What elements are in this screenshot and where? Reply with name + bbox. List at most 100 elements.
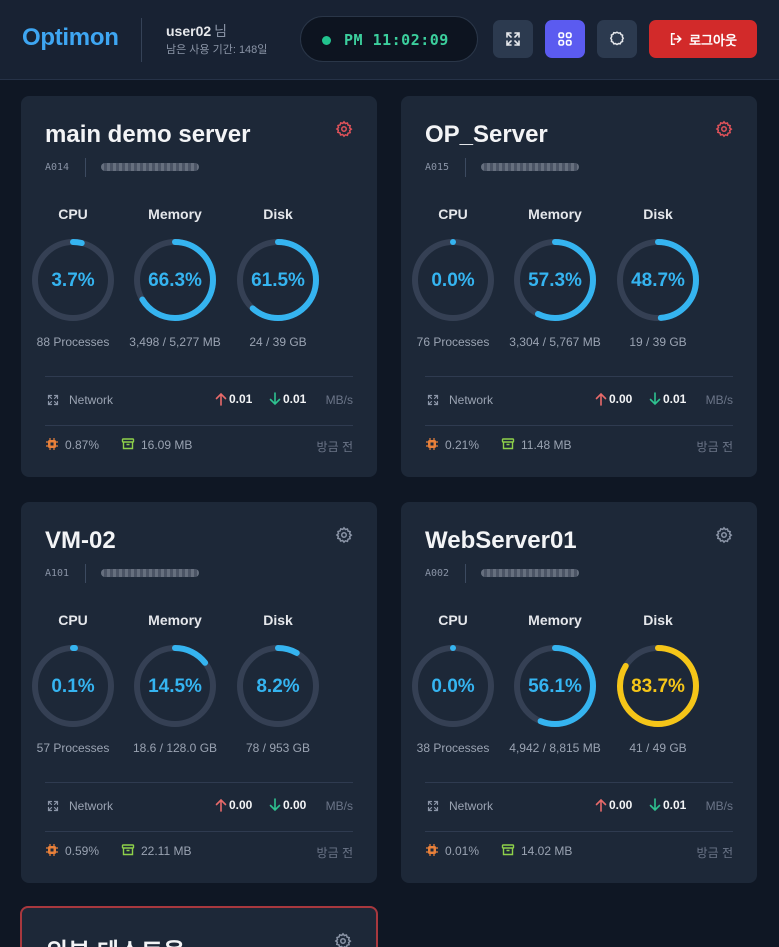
app-logo[interactable]: Optimon xyxy=(22,24,119,51)
network-upload: 0.00 xyxy=(595,798,632,812)
arrow-up-icon xyxy=(215,798,227,812)
header-divider xyxy=(141,18,142,62)
fullscreen-button[interactable] xyxy=(493,20,533,58)
memory-label: Memory xyxy=(148,206,202,222)
agent-cpu: 0.21% xyxy=(445,438,480,452)
arrow-down-icon xyxy=(269,392,281,406)
gear-icon[interactable] xyxy=(715,526,733,544)
server-code: A015 xyxy=(425,162,450,173)
memory-icon xyxy=(501,844,515,856)
cpu-percent: 3.7% xyxy=(51,270,95,291)
agent-memory: 14.02 MB xyxy=(521,844,573,858)
divider xyxy=(45,425,353,426)
network-download: 0.00 xyxy=(269,798,306,812)
last-updated: 방금 전 xyxy=(316,846,353,860)
server-card[interactable]: main demo server A014 CPU 3.7% 88 Processes M… xyxy=(21,96,377,477)
divider xyxy=(45,831,353,832)
disk-detail: 78 / 953 GB xyxy=(245,741,311,755)
redacted-address xyxy=(101,569,199,577)
cpu-label: CPU xyxy=(438,206,468,222)
memory-detail: 18.6 / 128.0 GB xyxy=(132,741,218,755)
arrow-up-icon xyxy=(595,798,607,812)
server-name: VM-02 xyxy=(45,527,116,554)
network-icon xyxy=(427,800,439,812)
disk-metric: Disk 8.2% 78 / 953 GB xyxy=(223,612,333,755)
gear-icon xyxy=(609,31,625,46)
memory-icon xyxy=(121,844,135,856)
agent-cpu: 0.01% xyxy=(445,844,480,858)
cpu-gauge xyxy=(32,239,114,321)
grid-view-button[interactable] xyxy=(545,20,585,58)
disk-label: Disk xyxy=(263,612,293,628)
disk-percent: 61.5% xyxy=(251,270,305,291)
cpu-detail: 57 Processes xyxy=(36,741,110,755)
memory-metric: Memory 66.3% 3,498 / 5,277 MB xyxy=(120,206,230,349)
settings-button[interactable] xyxy=(597,20,637,58)
last-updated: 방금 전 xyxy=(696,846,733,860)
disk-percent: 8.2% xyxy=(256,676,300,697)
server-code: A002 xyxy=(425,568,450,579)
memory-percent: 57.3% xyxy=(528,270,582,291)
memory-icon xyxy=(501,438,515,450)
gauge-fill xyxy=(32,645,114,727)
process-cpu-icon xyxy=(426,844,438,856)
memory-icon xyxy=(121,438,135,450)
gear-icon[interactable] xyxy=(335,120,353,138)
disk-detail: 41 / 49 GB xyxy=(629,741,687,755)
server-name: OP_Server xyxy=(425,121,548,148)
process-cpu-icon xyxy=(426,438,438,450)
upload-value: 0.01 xyxy=(229,392,253,406)
server-card[interactable]: OP_Server A015 CPU 0.0% 76 Processes Memory 57… xyxy=(401,96,757,477)
memory-gauge xyxy=(134,645,216,727)
server-name: WebServer01 xyxy=(425,527,577,554)
memory-metric: Memory 14.5% 18.6 / 128.0 GB xyxy=(120,612,230,755)
gauge-fill xyxy=(237,645,319,727)
memory-label: Memory xyxy=(528,612,582,628)
arrow-up-icon xyxy=(595,392,607,406)
clock-time: PM 11:02:09 xyxy=(344,31,449,49)
network-upload: 0.00 xyxy=(215,798,252,812)
memory-label: Memory xyxy=(528,206,582,222)
network-label: Network xyxy=(69,393,114,407)
user-honorific: 님 xyxy=(214,23,228,39)
download-value: 0.00 xyxy=(283,798,307,812)
server-card[interactable]: VM-02 A101 CPU 0.1% 57 Processes Memory 14.5% 1… xyxy=(21,502,377,883)
disk-gauge xyxy=(617,645,699,727)
gear-icon[interactable] xyxy=(334,932,352,947)
disk-detail: 24 / 39 GB xyxy=(249,335,307,349)
server-card[interactable]: WebServer01 A002 CPU 0.0% 38 Processes Memory… xyxy=(401,502,757,883)
redacted-address xyxy=(481,569,579,577)
code-divider xyxy=(465,158,466,177)
network-icon xyxy=(47,800,59,812)
disk-gauge xyxy=(237,239,319,321)
cpu-percent: 0.1% xyxy=(51,676,95,697)
logout-button[interactable]: 로그아웃 xyxy=(649,20,757,58)
arrow-up-icon xyxy=(215,392,227,406)
agent-memory: 22.11 MB xyxy=(141,844,192,858)
disk-gauge xyxy=(617,239,699,321)
network-label: Network xyxy=(69,799,114,813)
code-divider xyxy=(85,564,86,583)
cpu-detail: 76 Processes xyxy=(416,335,490,349)
last-updated: 방금 전 xyxy=(316,440,353,454)
disk-gauge xyxy=(237,645,319,727)
disk-percent: 48.7% xyxy=(631,270,685,291)
cpu-percent: 0.0% xyxy=(431,676,475,697)
download-value: 0.01 xyxy=(663,798,687,812)
gear-icon[interactable] xyxy=(715,120,733,138)
download-value: 0.01 xyxy=(283,392,307,406)
server-card[interactable]: 외부 테스트용 xyxy=(20,906,378,947)
download-value: 0.01 xyxy=(663,392,687,406)
gauge-fill xyxy=(32,239,114,321)
code-divider xyxy=(85,158,86,177)
server-name: 외부 테스트용 xyxy=(46,932,185,947)
network-upload: 0.00 xyxy=(595,392,632,406)
remaining-period: 남은 사용 기간: 148일 xyxy=(166,44,268,56)
divider xyxy=(45,376,353,377)
gauge-fill xyxy=(237,239,319,321)
clock-display: PM 11:02:09 xyxy=(300,16,478,62)
network-label: Network xyxy=(449,799,494,813)
gear-icon[interactable] xyxy=(335,526,353,544)
redacted-address xyxy=(481,163,579,171)
logout-icon xyxy=(670,33,682,45)
